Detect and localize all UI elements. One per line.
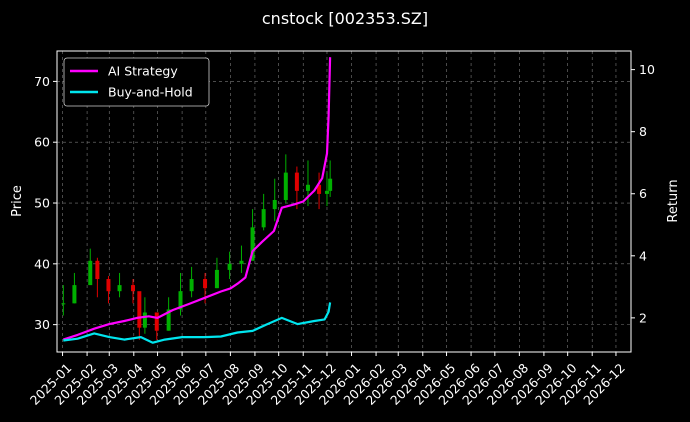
candle-body <box>272 199 277 210</box>
y2-tick-label: 10 <box>639 62 655 77</box>
candle-body <box>203 279 208 289</box>
candle-body <box>261 209 266 228</box>
candle-body <box>227 263 232 270</box>
candle-body <box>250 227 255 261</box>
y2-tick-label: 4 <box>639 248 647 263</box>
y-tick-label: 50 <box>34 196 50 211</box>
y-axis-title: Price <box>10 185 25 217</box>
series-line-buy-and-hold <box>63 302 332 344</box>
candlesticks <box>61 154 333 340</box>
candle-body <box>131 285 136 292</box>
plot-frame <box>56 50 632 353</box>
legend: AI Strategy Buy-and-Hold <box>63 57 210 107</box>
series-line-ai-strategy <box>62 57 332 341</box>
candle-body <box>283 172 288 200</box>
candle-body <box>178 291 183 310</box>
y-tick-label: 30 <box>34 317 50 332</box>
y2-axis-title: Return <box>666 179 681 222</box>
y-tick-label: 40 <box>34 256 50 271</box>
y2-tick-label: 6 <box>639 186 647 201</box>
candle-body <box>61 303 66 305</box>
y-tick-label: 70 <box>34 74 50 89</box>
candle-body <box>142 312 147 328</box>
y2-tick-label: 8 <box>639 124 647 139</box>
candle-body <box>137 291 142 328</box>
candle-body <box>324 190 329 194</box>
candle-body <box>294 172 299 191</box>
candle-body <box>305 184 310 191</box>
legend-label: AI Strategy <box>108 64 178 79</box>
chart-title: cnstock [002353.SZ] <box>262 9 428 28</box>
legend-label: Buy-and-Hold <box>108 85 193 100</box>
candle-body <box>106 279 111 292</box>
candle-body <box>117 285 122 292</box>
candle-body <box>189 279 194 292</box>
candle-body <box>166 309 171 331</box>
series-lines <box>62 57 332 344</box>
legend-box <box>63 57 210 107</box>
y-tick-label: 60 <box>34 135 50 150</box>
candle-body <box>95 260 100 280</box>
candle-body <box>154 312 159 331</box>
candle-body <box>317 184 322 194</box>
candle-body <box>72 285 77 304</box>
candle-body <box>328 178 333 191</box>
y2-tick-label: 2 <box>639 310 647 325</box>
candle-body <box>214 269 219 289</box>
candle-body <box>88 260 93 286</box>
candle-body <box>239 260 244 264</box>
